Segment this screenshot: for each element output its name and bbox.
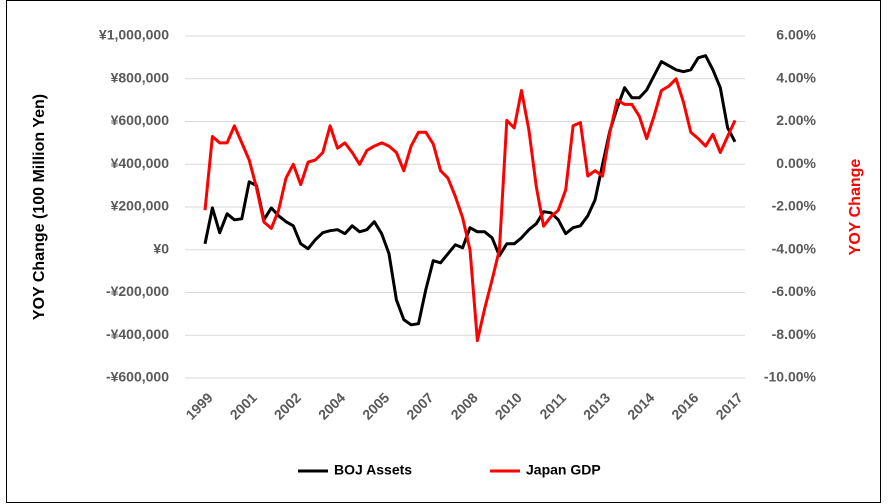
y2-tick-label: -6.00% [772,283,817,299]
y2-tick-label: -2.00% [772,198,817,214]
y-tick-label: -¥200,000 [106,283,169,299]
y2-tick-label: 6.00% [776,27,816,43]
y-axis-title: YOY Change (100 Million Yen) [31,94,48,320]
y2-axis-title: YOY Change [847,159,864,256]
y-tick-label: ¥200,000 [111,198,170,214]
chart-frame [6,0,881,503]
y2-tick-label: -8.00% [772,326,817,342]
y2-tick-label: -4.00% [772,240,817,256]
y2-tick-label: 4.00% [776,69,816,85]
y-tick-label: -¥600,000 [106,369,169,385]
legend-label: BOJ Assets [334,462,412,478]
y-tick-label: ¥400,000 [111,155,170,171]
y-tick-label: ¥800,000 [111,69,170,85]
series-line [203,54,737,327]
y-tick-label: ¥1,000,000 [99,27,169,43]
y-tick-label: -¥400,000 [106,326,169,342]
series-line [203,77,737,343]
y-tick-label: ¥0 [153,240,169,256]
y-tick-label: ¥600,000 [111,112,170,128]
y2-tick-label: -10.00% [764,369,817,385]
legend-label: Japan GDP [526,462,601,478]
y2-tick-label: 0.00% [776,155,816,171]
y2-tick-label: 2.00% [776,112,816,128]
